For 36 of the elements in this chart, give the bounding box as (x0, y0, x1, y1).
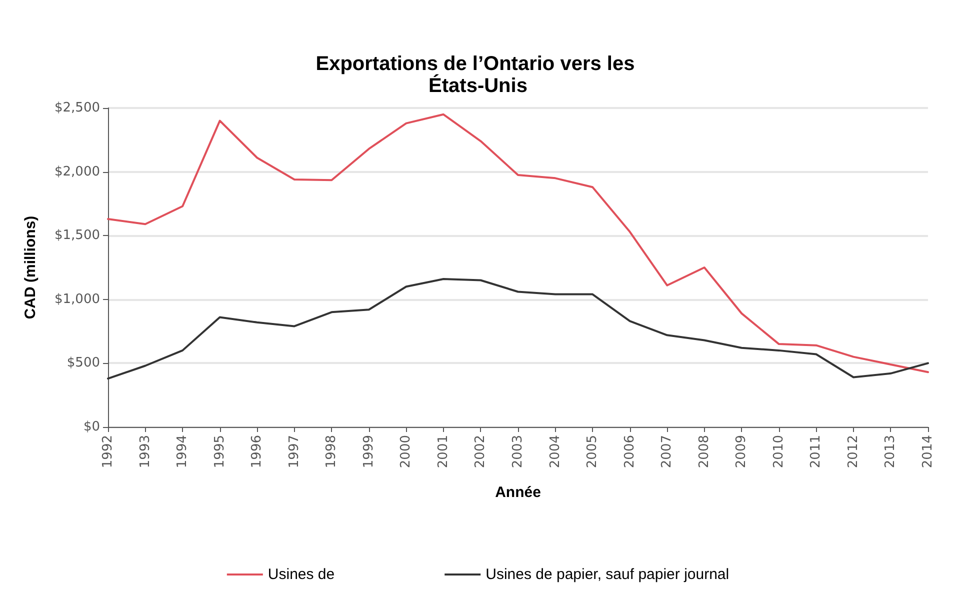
x-tick-label: 2014 (920, 435, 936, 468)
y-tick-label: $2,500 (54, 100, 100, 116)
x-tick-label: 1998 (324, 435, 340, 468)
x-tick-label: 2013 (883, 435, 898, 468)
x-tick-label: 1995 (212, 435, 228, 468)
x-tick-label: 2003 (510, 435, 526, 468)
x-tick-label: 1999 (361, 435, 376, 468)
line-series (107, 278, 929, 380)
x-tick-label: 2000 (398, 435, 414, 468)
x-tick-label: 1992 (100, 435, 116, 468)
x-tick-label: 2008 (696, 435, 712, 468)
x-tick-label: 1997 (286, 435, 302, 468)
x-tick-label: 2011 (808, 435, 824, 468)
x-tick-label: 2009 (734, 435, 750, 468)
x-tick-label: 2004 (548, 435, 563, 468)
y-tick-label: $0 (83, 420, 100, 434)
x-tick-label: 2002 (473, 435, 488, 468)
y-tick-label: $500 (66, 356, 100, 371)
x-tick-label: 2006 (622, 435, 638, 468)
chart-title: Exportations de l’Ontario vers les États-Unis (316, 53, 640, 97)
y-tick-label: $1,500 (54, 228, 100, 244)
legend-label: Usines de papier, sauf papier journal (486, 566, 730, 583)
y-axis-title: CAD (millions) (22, 216, 39, 320)
line-series (107, 113, 929, 374)
x-tick-label: 2007 (660, 435, 675, 468)
x-tick-label: 2001 (436, 435, 451, 468)
x-tick-label: 1993 (138, 435, 153, 468)
x-tick-label: 1994 (175, 435, 190, 468)
y-tick-label: $1,000 (54, 292, 100, 307)
legend-label: Usines de (268, 566, 335, 583)
x-tick-label: 2010 (771, 435, 786, 468)
y-tick-label: $2,000 (54, 164, 100, 180)
x-tick-label: 2012 (846, 435, 861, 468)
x-tick-label: 1996 (250, 435, 265, 468)
x-tick-label: 2005 (585, 435, 600, 468)
x-axis-title: Année (495, 484, 541, 501)
